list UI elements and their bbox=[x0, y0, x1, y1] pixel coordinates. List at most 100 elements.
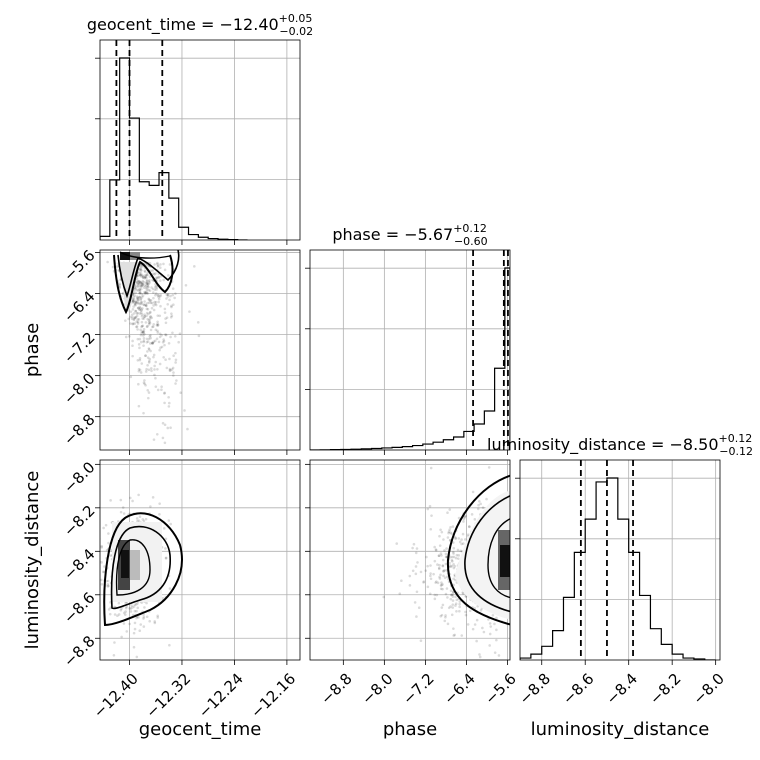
scatter-point bbox=[452, 552, 455, 555]
scatter-point bbox=[149, 310, 152, 314]
scatter-point bbox=[134, 309, 137, 313]
scatter-point bbox=[158, 348, 161, 352]
scatter-point bbox=[139, 287, 143, 291]
scatter-point bbox=[156, 616, 160, 619]
scatter-point bbox=[141, 282, 144, 286]
scatter-point bbox=[141, 324, 145, 328]
scatter-point bbox=[152, 323, 155, 326]
scatter-point bbox=[137, 404, 141, 408]
scatter-point bbox=[137, 616, 140, 619]
scatter-point bbox=[161, 436, 165, 440]
scatter-point bbox=[156, 388, 160, 392]
xtick-label-luminosity_distance: −8.2 bbox=[646, 670, 684, 708]
scatter-point bbox=[157, 294, 160, 297]
scatter-point bbox=[415, 547, 419, 550]
scatter-point bbox=[147, 347, 151, 350]
scatter-point bbox=[449, 589, 453, 593]
scatter-point bbox=[134, 287, 137, 291]
scatter-point bbox=[142, 331, 145, 335]
scatter-point bbox=[124, 319, 127, 322]
scatter-point bbox=[137, 382, 140, 386]
scatter-point bbox=[440, 583, 443, 587]
scatter-point bbox=[156, 331, 160, 334]
scatter-point bbox=[142, 615, 146, 619]
scatter-point bbox=[188, 310, 191, 313]
panel-title-phase: phase = −5.67+0.12 −0.60 bbox=[332, 222, 487, 248]
scatter-point bbox=[464, 610, 467, 614]
scatter-point bbox=[408, 584, 412, 587]
scatter-point bbox=[128, 496, 132, 500]
scatter-point bbox=[447, 531, 450, 535]
scatter-point bbox=[153, 285, 157, 289]
scatter-point bbox=[125, 605, 128, 608]
scatter-point bbox=[138, 291, 141, 295]
scatter-point bbox=[168, 369, 172, 372]
scatter-point bbox=[395, 542, 399, 545]
scatter-point bbox=[138, 271, 142, 275]
contour-core bbox=[487, 518, 510, 599]
scatter-point bbox=[144, 286, 148, 290]
scatter-point bbox=[450, 532, 453, 536]
scatter-point bbox=[135, 297, 139, 301]
hist-step-phase bbox=[310, 267, 510, 450]
scatter-point bbox=[436, 581, 440, 585]
scatter-point bbox=[448, 564, 452, 567]
scatter-point bbox=[173, 334, 177, 338]
scatter-point bbox=[118, 282, 122, 286]
scatter-point bbox=[142, 617, 145, 620]
scatter-point bbox=[152, 296, 155, 300]
title-plus: +0.12 bbox=[719, 432, 753, 445]
scatter-point bbox=[422, 580, 426, 583]
scatter-point bbox=[141, 294, 145, 297]
scatter-point bbox=[136, 274, 140, 278]
scatter-point bbox=[138, 267, 142, 271]
scatter-point bbox=[168, 298, 171, 302]
scatter-point bbox=[144, 304, 148, 308]
scatter-point bbox=[445, 587, 449, 590]
scatter-point bbox=[143, 269, 147, 273]
scatter-point bbox=[157, 340, 161, 344]
scatter-point bbox=[151, 325, 154, 329]
scatter-point bbox=[145, 341, 149, 344]
xtick-label-luminosity_distance: −8.6 bbox=[559, 670, 597, 708]
scatter-point bbox=[131, 308, 135, 311]
scatter-point bbox=[131, 499, 134, 503]
scatter-point bbox=[147, 312, 150, 316]
scatter-point bbox=[122, 512, 126, 515]
scatter-point bbox=[428, 504, 432, 508]
scatter-point bbox=[136, 306, 140, 310]
scatter-point bbox=[140, 314, 144, 318]
scatter-point bbox=[457, 557, 460, 560]
scatter-point bbox=[131, 354, 134, 358]
scatter-point bbox=[138, 295, 141, 299]
xtick-label-phase: −8.0 bbox=[358, 670, 396, 708]
scatter-point bbox=[154, 452, 157, 455]
scatter-point bbox=[147, 359, 151, 363]
scatter-point bbox=[475, 618, 479, 622]
scatter-point bbox=[139, 298, 143, 301]
scatter-point bbox=[451, 606, 455, 609]
scatter-point bbox=[160, 388, 163, 391]
scatter-point bbox=[438, 544, 442, 547]
scatter-point bbox=[104, 523, 108, 527]
scatter-point bbox=[464, 613, 468, 617]
scatter-point bbox=[460, 542, 463, 546]
scatter-point bbox=[136, 299, 140, 302]
scatter-point bbox=[433, 593, 437, 597]
scatter-point bbox=[140, 281, 144, 284]
scatter-point bbox=[174, 358, 178, 362]
scatter-point bbox=[139, 328, 142, 332]
scatter-point bbox=[137, 298, 140, 301]
scatter-point bbox=[169, 335, 172, 339]
scatter-point bbox=[452, 634, 456, 637]
scatter-point bbox=[193, 265, 196, 268]
scatter-point bbox=[167, 341, 171, 345]
scatter-point bbox=[138, 280, 141, 284]
scatter-point bbox=[130, 313, 134, 317]
scatter-point bbox=[433, 559, 437, 563]
scatter-point bbox=[156, 262, 159, 266]
scatter-point bbox=[158, 335, 162, 339]
panel-title-geocent_time: geocent_time = −12.40+0.05 −0.02 bbox=[87, 12, 313, 38]
scatter-point bbox=[147, 396, 150, 400]
scatter-point bbox=[107, 532, 110, 535]
